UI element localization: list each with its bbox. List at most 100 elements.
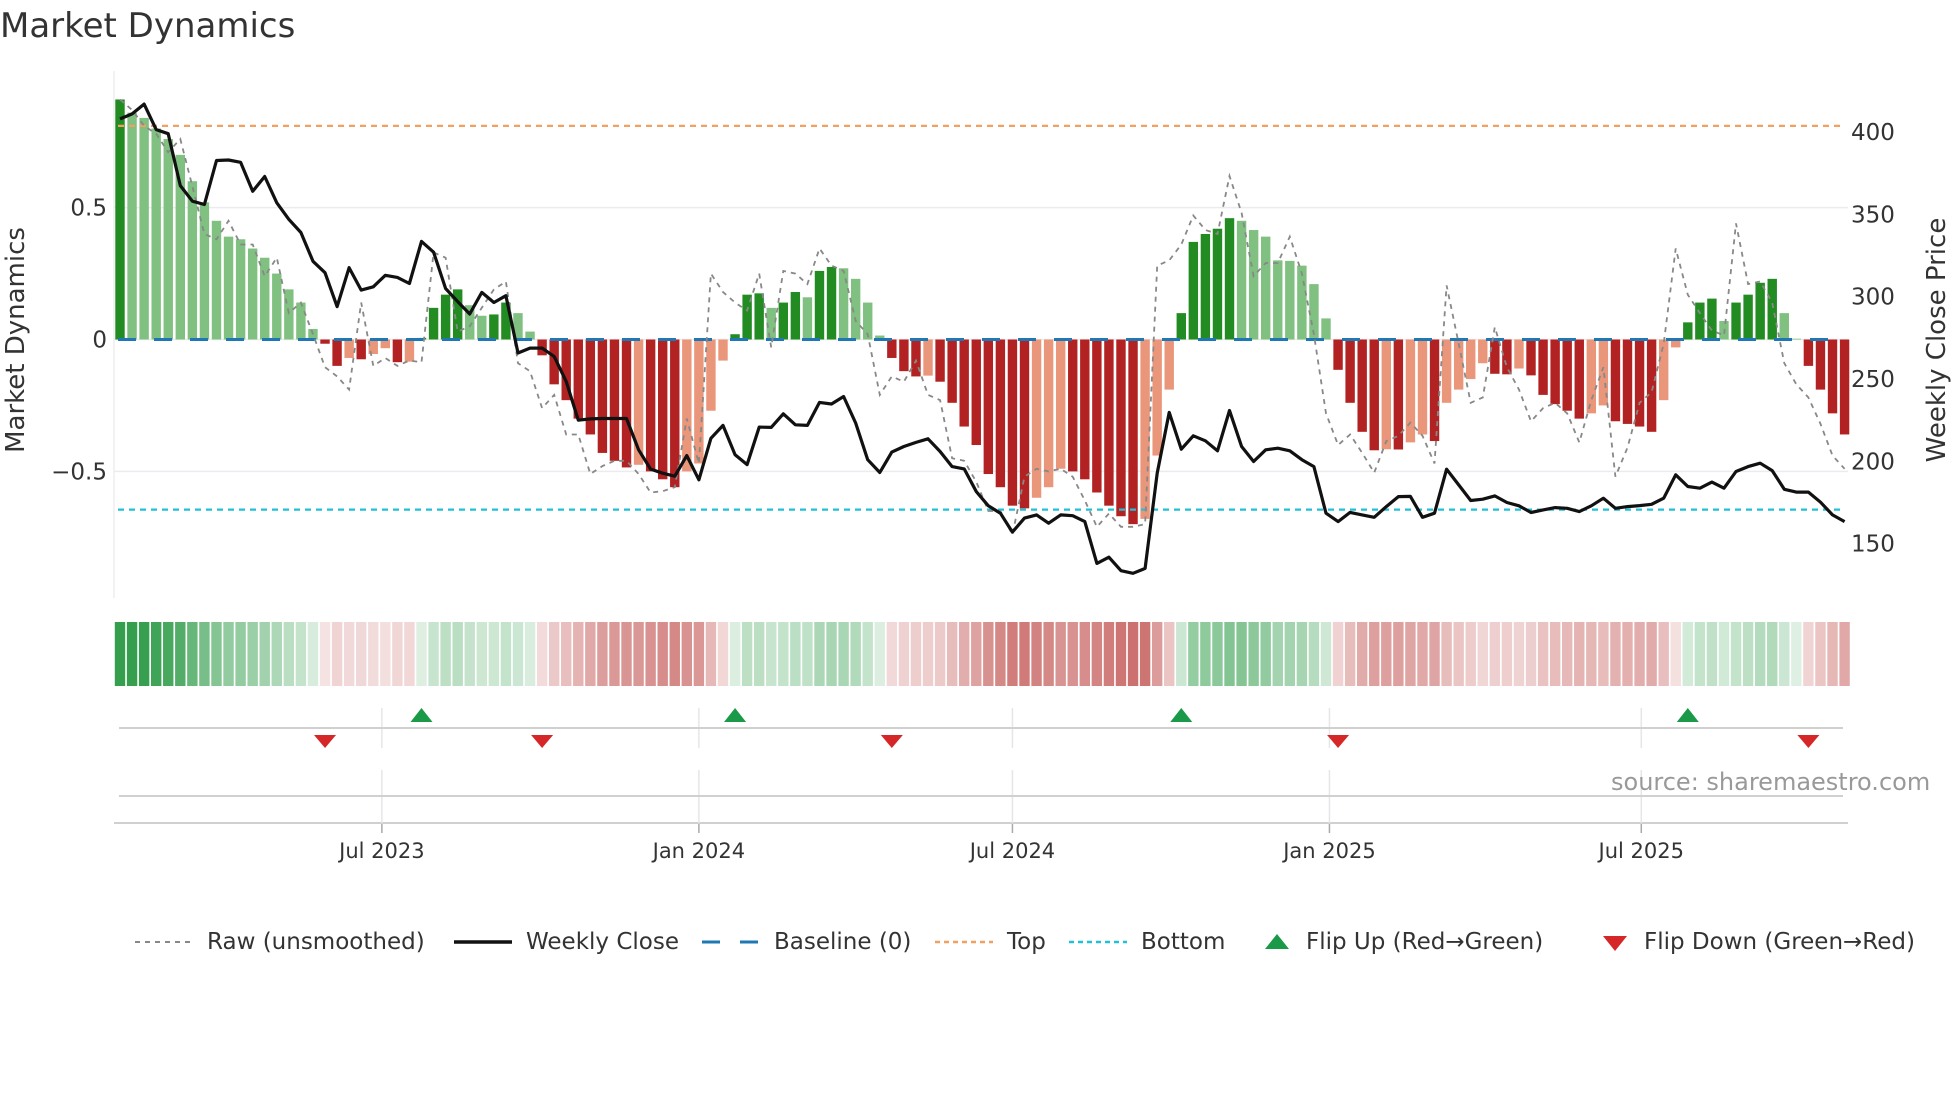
- regime-cell: [1344, 622, 1356, 686]
- momentum-bar: [609, 339, 620, 461]
- regime-cell: [1730, 622, 1742, 686]
- regime-cell: [1079, 622, 1090, 686]
- regime-cell: [790, 622, 801, 686]
- y2-tick-label: 250: [1851, 367, 1895, 393]
- regime-cell: [741, 622, 753, 686]
- legend-label: Weekly Close: [526, 929, 679, 955]
- regime-cell: [1151, 622, 1163, 686]
- momentum-bar: [380, 339, 391, 349]
- y2-tick-label: 150: [1851, 532, 1895, 558]
- momentum-bar: [1104, 339, 1114, 506]
- momentum-bar: [597, 339, 608, 453]
- momentum-bar: [127, 112, 137, 340]
- regime-cell: [1308, 622, 1320, 686]
- momentum-bar: [1080, 339, 1090, 480]
- momentum-bar: [1598, 339, 1609, 406]
- regime-cell: [802, 622, 813, 686]
- regime-cell: [1513, 622, 1525, 686]
- regime-cell: [1839, 622, 1850, 686]
- momentum-bar: [1622, 339, 1633, 424]
- regime-cell: [1043, 622, 1054, 686]
- momentum-bar: [1273, 260, 1283, 340]
- momentum-bar: [694, 339, 704, 464]
- legend-label: Flip Up (Red→Green): [1306, 929, 1544, 955]
- regime-cell: [319, 622, 331, 686]
- flip-markers: [119, 708, 1843, 823]
- regime-cell: [766, 622, 777, 686]
- regime-cell: [416, 622, 427, 686]
- regime-cell: [669, 622, 680, 686]
- momentum-bar: [1092, 339, 1102, 493]
- momentum-bar: [995, 339, 1006, 488]
- momentum-bar: [621, 339, 632, 468]
- momentum-bar: [935, 339, 945, 382]
- regime-cell: [223, 622, 234, 686]
- gridlines: [113, 71, 1848, 598]
- momentum-bar: [1827, 339, 1838, 414]
- regime-cell: [126, 622, 138, 686]
- momentum-bar: [1514, 339, 1524, 369]
- momentum-bar: [1285, 260, 1295, 340]
- regime-cell: [633, 622, 644, 686]
- regime-cell: [705, 622, 717, 686]
- momentum-bar: [983, 339, 994, 475]
- flip-down-marker: [314, 735, 337, 748]
- legend: Raw (unsmoothed) Weekly Close Baseline (…: [0, 922, 1960, 962]
- momentum-bar: [489, 314, 499, 340]
- momentum-bar: [1019, 339, 1030, 509]
- momentum-bar: [1261, 236, 1271, 340]
- momentum-bar: [1610, 339, 1621, 422]
- regime-cell: [1188, 622, 1199, 686]
- regime-cell: [1767, 622, 1778, 686]
- flip-up-marker: [1170, 708, 1193, 722]
- regime-cell: [874, 622, 885, 686]
- regime-cell: [488, 622, 500, 686]
- dash-line-icon: [702, 932, 760, 952]
- momentum-bar: [1550, 339, 1560, 405]
- x-tick-label: Jul 2025: [1597, 839, 1684, 863]
- momentum-bar: [465, 305, 475, 340]
- momentum-bar: [151, 128, 161, 340]
- axes: 0.5 0 −0.5 400 350 300 250 200 150 Market Dynamic…: [1, 120, 1952, 863]
- regime-cell: [1465, 622, 1476, 686]
- momentum-bar: [1007, 339, 1018, 506]
- regime-cell: [609, 622, 620, 686]
- regime-cell: [838, 622, 849, 686]
- regime-cell: [1791, 622, 1802, 686]
- regime-cell: [1393, 622, 1404, 686]
- regime-cell: [1332, 622, 1344, 686]
- momentum-bar: [199, 202, 210, 340]
- regime-cell: [1549, 622, 1561, 686]
- regime-cell: [114, 622, 126, 686]
- momentum-bar: [260, 257, 270, 340]
- momentum-bar: [670, 339, 680, 488]
- momentum-bar: [645, 339, 656, 472]
- momentum-bar: [272, 273, 282, 340]
- regime-cell: [187, 622, 198, 686]
- regime-cell: [343, 622, 355, 686]
- momentum-bar: [428, 307, 439, 340]
- y2-axis-title: Weekly Close Price: [1922, 218, 1952, 463]
- regime-cell: [1103, 622, 1115, 686]
- regime-cell: [597, 622, 608, 686]
- regime-cell: [1164, 622, 1175, 686]
- momentum-bar: [1297, 265, 1307, 340]
- momentum-bar: [452, 289, 463, 340]
- momentum-bar: [573, 339, 583, 419]
- regime-cell: [1779, 622, 1790, 686]
- regime-cell: [1562, 622, 1573, 686]
- regime-cell: [524, 622, 536, 686]
- regime-cell: [163, 622, 174, 686]
- momentum-bar: [923, 339, 933, 376]
- dotted-line-icon: [1069, 932, 1127, 952]
- regime-cell: [1453, 622, 1464, 686]
- y2-tick-label: 200: [1851, 449, 1895, 475]
- momentum-bar: [1140, 339, 1150, 519]
- momentum-bar: [742, 294, 752, 340]
- regime-cell: [983, 622, 994, 686]
- regime-cell: [440, 622, 451, 686]
- y-axis-title: Market Dynamics: [1, 227, 31, 453]
- regime-cell: [1417, 622, 1428, 686]
- x-tick-label: Jul 2023: [337, 839, 424, 863]
- momentum-bar: [633, 339, 644, 465]
